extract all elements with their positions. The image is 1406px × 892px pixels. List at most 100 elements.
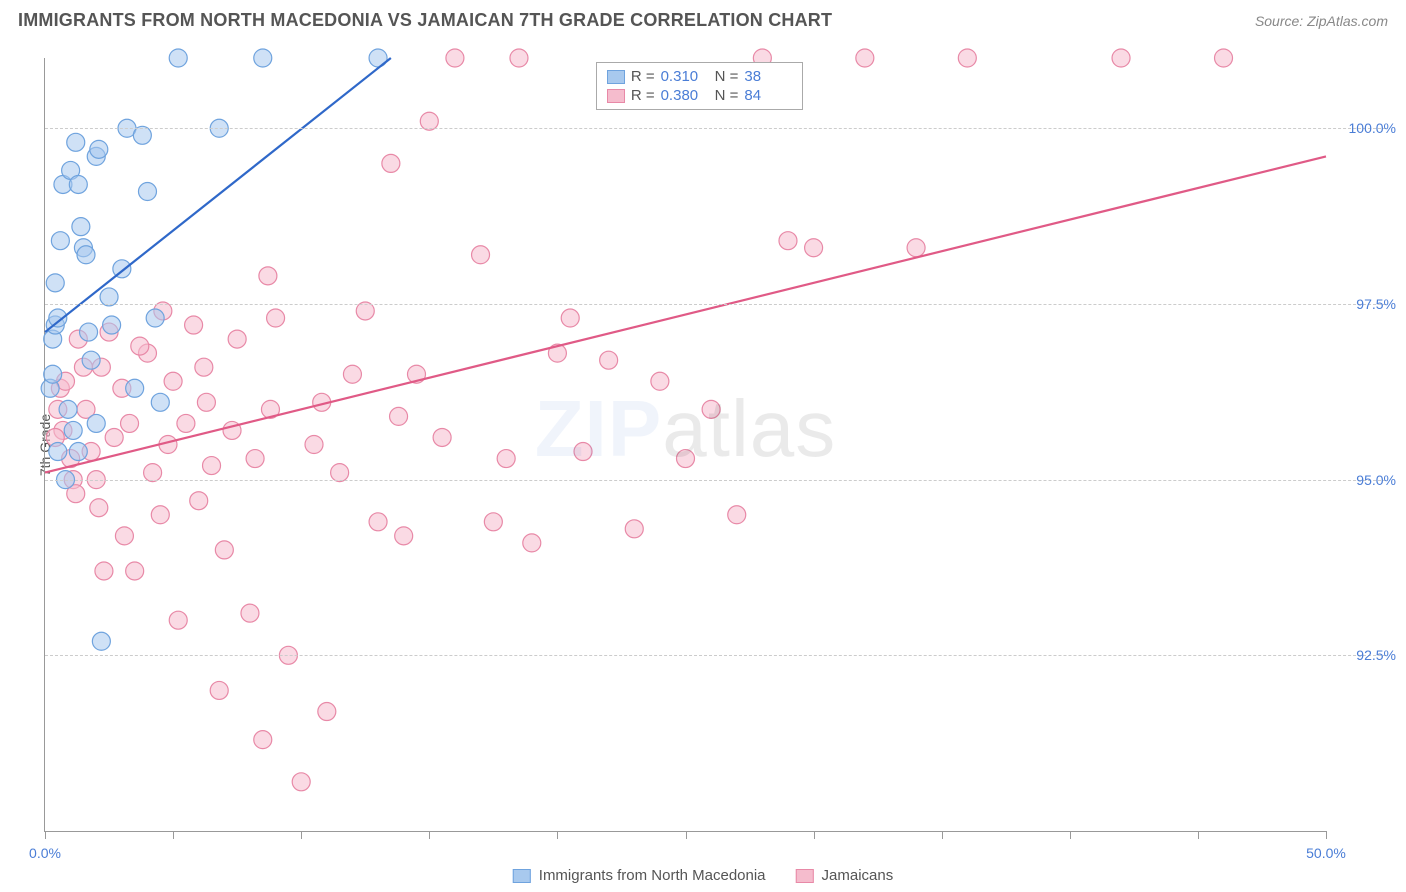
scatter-point — [185, 316, 203, 334]
scatter-point — [126, 562, 144, 580]
scatter-point — [625, 520, 643, 538]
scatter-point — [195, 358, 213, 376]
stat-r-label: R = — [631, 68, 655, 85]
scatter-point — [190, 492, 208, 510]
stats-legend: R =0.310N =38R =0.380N =84 — [596, 62, 804, 110]
gridline-h — [45, 128, 1386, 129]
scatter-point — [138, 183, 156, 201]
scatter-point — [177, 414, 195, 432]
legend-swatch — [513, 869, 531, 883]
scatter-point — [92, 632, 110, 650]
bottom-legend-item: Jamaicans — [796, 867, 894, 884]
scatter-point — [105, 428, 123, 446]
scatter-point — [523, 534, 541, 552]
x-tick — [301, 831, 302, 839]
x-tick — [942, 831, 943, 839]
scatter-point — [728, 506, 746, 524]
scatter-point — [215, 541, 233, 559]
scatter-point — [72, 218, 90, 236]
scatter-point — [292, 773, 310, 791]
scatter-point — [305, 436, 323, 454]
scatter-point — [169, 611, 187, 629]
x-tick — [1070, 831, 1071, 839]
x-tick — [429, 831, 430, 839]
scatter-point — [169, 49, 187, 67]
plot-canvas: ZIPatlas R =0.310N =38R =0.380N =84 92.5… — [44, 58, 1326, 832]
y-tick-label: 97.5% — [1356, 296, 1396, 312]
scatter-point — [433, 428, 451, 446]
scatter-point — [121, 414, 139, 432]
scatter-point — [44, 365, 62, 383]
scatter-point — [574, 443, 592, 461]
y-tick-label: 92.5% — [1356, 647, 1396, 663]
scatter-point — [164, 372, 182, 390]
scatter-point — [151, 393, 169, 411]
scatter-point — [382, 154, 400, 172]
legend-swatch — [607, 89, 625, 103]
chart-source: Source: ZipAtlas.com — [1255, 13, 1388, 29]
stat-n-label: N = — [715, 87, 739, 104]
legend-swatch — [607, 70, 625, 84]
x-tick-label: 50.0% — [1306, 845, 1346, 861]
bottom-legend: Immigrants from North Macedonia Jamaicans — [513, 867, 893, 884]
y-tick-label: 100.0% — [1349, 120, 1396, 136]
trend-line — [45, 156, 1326, 472]
scatter-point — [600, 351, 618, 369]
legend-label: Jamaicans — [822, 867, 894, 884]
stats-legend-row: R =0.380N =84 — [607, 86, 793, 105]
scatter-point — [958, 49, 976, 67]
scatter-point — [49, 443, 67, 461]
stat-n-value: 84 — [744, 87, 792, 104]
stat-n-value: 38 — [744, 68, 792, 85]
scatter-point — [677, 450, 695, 468]
scatter-point — [151, 506, 169, 524]
scatter-point — [907, 239, 925, 257]
x-tick — [1198, 831, 1199, 839]
scatter-point — [82, 351, 100, 369]
scatter-point — [115, 527, 133, 545]
scatter-point — [484, 513, 502, 531]
scatter-point — [856, 49, 874, 67]
x-tick — [557, 831, 558, 839]
gridline-h — [45, 304, 1386, 305]
scatter-point — [805, 239, 823, 257]
scatter-point — [702, 400, 720, 418]
scatter-point — [59, 400, 77, 418]
scatter-point — [1215, 49, 1233, 67]
x-tick — [686, 831, 687, 839]
x-tick — [814, 831, 815, 839]
chart-title: IMMIGRANTS FROM NORTH MACEDONIA VS JAMAI… — [18, 10, 832, 31]
x-tick — [45, 831, 46, 839]
scatter-point — [69, 443, 87, 461]
scatter-point — [90, 499, 108, 517]
scatter-point — [395, 527, 413, 545]
plot-area: 7th Grade ZIPatlas R =0.310N =38R =0.380… — [44, 58, 1326, 832]
scatter-point — [51, 232, 69, 250]
gridline-h — [45, 655, 1386, 656]
gridline-h — [45, 480, 1386, 481]
scatter-point — [80, 323, 98, 341]
legend-label: Immigrants from North Macedonia — [539, 867, 766, 884]
scatter-point — [254, 49, 272, 67]
scatter-point — [259, 267, 277, 285]
x-tick — [173, 831, 174, 839]
scatter-point — [197, 393, 215, 411]
scatter-point — [90, 140, 108, 158]
stat-n-label: N = — [715, 68, 739, 85]
scatter-point — [95, 562, 113, 580]
scatter-point — [472, 246, 490, 264]
scatter-point — [126, 379, 144, 397]
scatter-point — [510, 49, 528, 67]
scatter-point — [497, 450, 515, 468]
scatter-point — [103, 316, 121, 334]
y-tick-label: 95.0% — [1356, 472, 1396, 488]
scatter-point — [446, 49, 464, 67]
scatter-point — [87, 414, 105, 432]
scatter-point — [246, 450, 264, 468]
stat-r-value: 0.310 — [661, 68, 709, 85]
scatter-point — [779, 232, 797, 250]
scatter-point — [203, 457, 221, 475]
stat-r-value: 0.380 — [661, 87, 709, 104]
x-tick — [1326, 831, 1327, 839]
scatter-point — [77, 246, 95, 264]
